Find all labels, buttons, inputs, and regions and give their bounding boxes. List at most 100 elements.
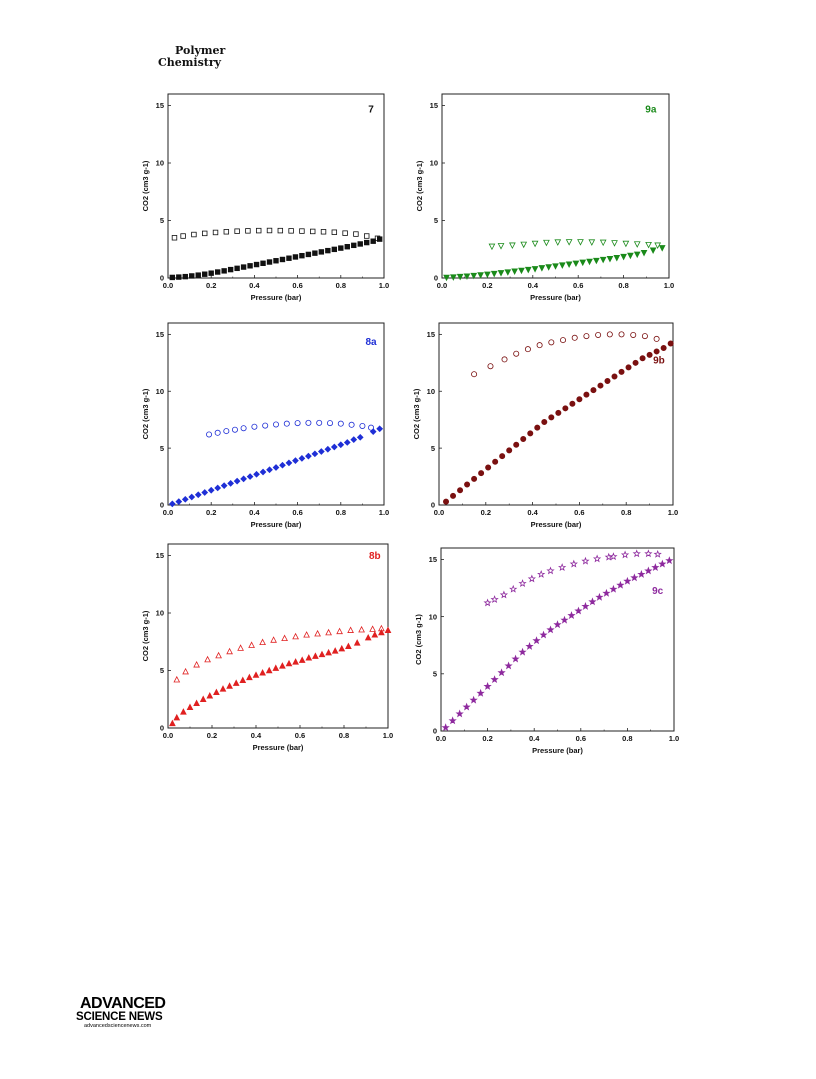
data-point bbox=[294, 420, 301, 427]
x-tick-label: 0.8 bbox=[618, 281, 628, 290]
data-point bbox=[548, 414, 555, 421]
data-point bbox=[338, 644, 346, 652]
data-point bbox=[546, 566, 555, 575]
data-point bbox=[616, 580, 625, 589]
y-tick-label: 0 bbox=[160, 274, 164, 283]
data-point bbox=[518, 267, 525, 275]
data-point bbox=[463, 273, 471, 280]
data-point bbox=[374, 235, 381, 242]
data-point bbox=[579, 259, 587, 267]
data-point bbox=[234, 265, 240, 272]
x-axis-label: Pressure (bar) bbox=[251, 293, 302, 302]
data-point bbox=[350, 436, 358, 443]
data-point bbox=[632, 549, 641, 558]
data-point bbox=[531, 240, 539, 248]
logo-line1: ADVANCED bbox=[80, 995, 166, 1012]
data-point bbox=[644, 566, 653, 575]
y-tick-label: 0 bbox=[434, 274, 438, 283]
data-point bbox=[233, 477, 241, 485]
y-tick-label: 5 bbox=[431, 444, 435, 453]
data-point bbox=[371, 631, 379, 638]
data-point bbox=[199, 695, 207, 702]
data-point bbox=[611, 373, 618, 380]
data-point bbox=[260, 260, 266, 266]
data-point bbox=[337, 441, 345, 449]
data-point bbox=[645, 241, 652, 249]
data-point bbox=[658, 559, 667, 568]
data-point bbox=[511, 654, 520, 663]
panel-label: 9b bbox=[653, 355, 665, 366]
y-tick-label: 15 bbox=[429, 555, 437, 564]
data-point bbox=[348, 421, 355, 428]
publisher-logo: ADVANCED SCIENCE NEWS advancedsciencenew… bbox=[76, 996, 176, 1030]
data-point bbox=[305, 452, 312, 460]
data-point bbox=[490, 675, 499, 684]
data-point bbox=[484, 271, 491, 279]
data-point bbox=[633, 251, 641, 259]
data-point bbox=[325, 648, 332, 656]
data-point bbox=[665, 556, 674, 565]
y-tick-label: 0 bbox=[160, 724, 164, 733]
x-tick-label: 0.0 bbox=[163, 508, 173, 517]
data-point bbox=[226, 647, 233, 655]
data-point bbox=[562, 405, 569, 412]
x-tick-label: 1.0 bbox=[669, 734, 679, 743]
data-point bbox=[520, 436, 527, 443]
data-point bbox=[265, 666, 273, 674]
desorption-series bbox=[173, 624, 385, 683]
x-tick-label: 0.6 bbox=[295, 731, 305, 740]
data-point bbox=[180, 708, 187, 715]
data-point bbox=[213, 688, 220, 696]
data-point bbox=[476, 688, 485, 697]
chart-panel-8b: 0.0 0.2 0.4 0.6 0.8 1.0 0 5 10 15 Pressure (bar) CO… bbox=[132, 538, 397, 767]
data-point bbox=[449, 274, 457, 281]
desorption-series bbox=[488, 239, 662, 251]
data-point bbox=[364, 233, 370, 239]
data-point bbox=[483, 598, 492, 607]
x-tick-label: 0.4 bbox=[249, 508, 260, 517]
data-point bbox=[572, 260, 580, 268]
journal-title-line1: Polymer bbox=[175, 44, 226, 57]
data-point bbox=[552, 263, 559, 270]
journal-title-line2: Chemistry bbox=[158, 56, 222, 69]
data-point bbox=[305, 419, 312, 426]
data-point bbox=[455, 709, 464, 718]
data-point bbox=[588, 239, 596, 246]
data-point bbox=[590, 387, 597, 394]
adsorption-series bbox=[441, 556, 674, 732]
data-point bbox=[214, 269, 221, 275]
data-point bbox=[595, 331, 602, 338]
data-point bbox=[358, 625, 365, 633]
data-point bbox=[471, 371, 478, 378]
data-point bbox=[245, 228, 251, 234]
panel-label: 8a bbox=[365, 337, 377, 348]
plot-frame bbox=[167, 322, 385, 506]
data-point bbox=[232, 679, 240, 686]
data-point bbox=[353, 231, 359, 237]
data-point bbox=[667, 340, 674, 347]
data-point bbox=[364, 633, 372, 641]
data-point bbox=[169, 719, 176, 727]
data-point bbox=[316, 419, 323, 426]
data-point bbox=[378, 628, 385, 636]
y-axis-label: CO2 (cm3 g-1) bbox=[414, 614, 423, 665]
data-point bbox=[513, 350, 520, 357]
data-point bbox=[441, 723, 450, 732]
data-point bbox=[471, 475, 478, 482]
data-point bbox=[193, 699, 200, 706]
data-point bbox=[504, 269, 512, 276]
data-point bbox=[246, 673, 253, 681]
data-point bbox=[239, 676, 247, 683]
data-point bbox=[240, 425, 247, 432]
data-point bbox=[606, 255, 614, 263]
chart-svg: 0.0 0.2 0.4 0.6 0.8 1.0 0 5 10 15 Pressure (bar) CO… bbox=[415, 93, 674, 302]
data-point bbox=[545, 264, 553, 271]
data-point bbox=[456, 273, 464, 281]
data-point bbox=[571, 334, 578, 341]
adsorption-series bbox=[169, 236, 383, 281]
desorption-series bbox=[171, 227, 381, 242]
y-tick-label: 10 bbox=[156, 159, 164, 168]
x-axis-label: Pressure (bar) bbox=[532, 746, 583, 755]
data-point bbox=[649, 247, 657, 254]
data-point bbox=[595, 592, 604, 601]
